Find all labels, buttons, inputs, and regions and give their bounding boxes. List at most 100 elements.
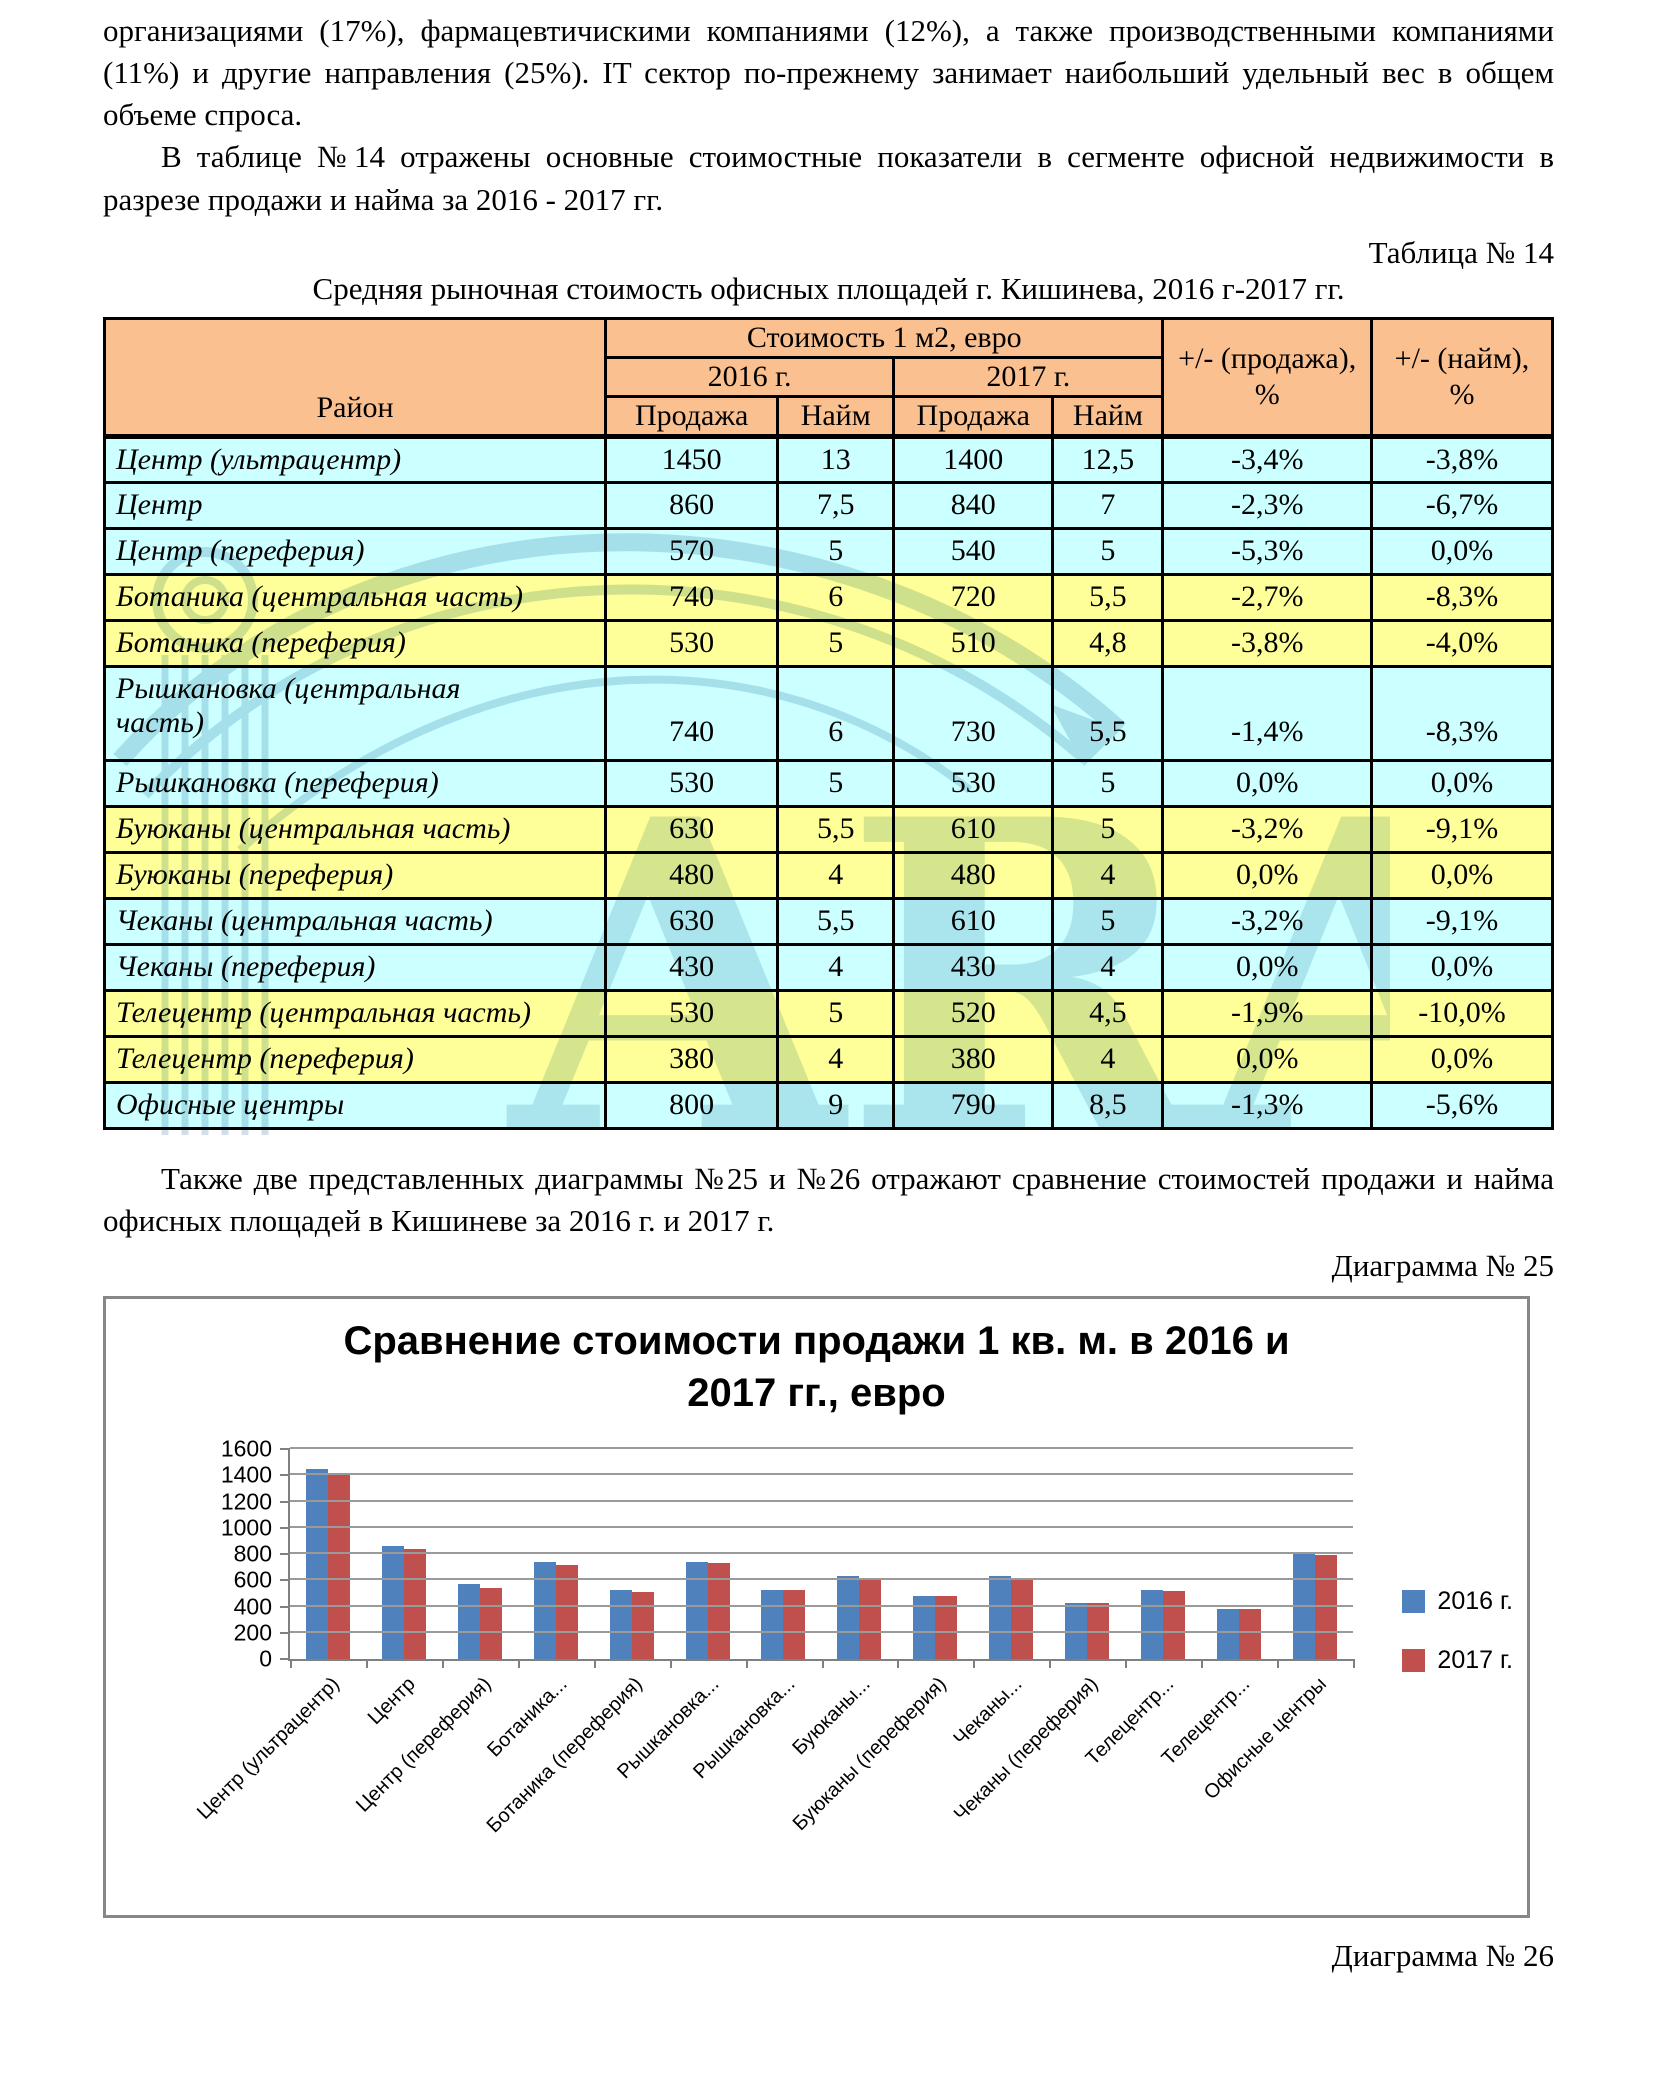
sale-2017-cell: 730 (892, 664, 1055, 762)
delta-rent-cell: -5,6% (1369, 1080, 1555, 1130)
bar-2017г. (707, 1563, 730, 1660)
district-cell: Буюканы (центральная часть) (102, 804, 608, 854)
delta-rent-cell: 0,0% (1369, 850, 1555, 900)
x-axis-tick (365, 1659, 368, 1669)
legend-swatch-icon (1402, 1590, 1426, 1614)
delta-sale-cell: -3,2% (1161, 896, 1373, 946)
y-axis-tick (280, 1631, 290, 1634)
office-prices-table: Район Стоимость 1 м2, евро +/- (продажа)… (102, 316, 1555, 1130)
chart-legend: 2016 г. 2017 г. (1402, 1587, 1513, 1675)
x-axis-tick (745, 1659, 748, 1669)
sale-2017-cell: 510 (892, 618, 1055, 668)
header-year-2016: 2016 г. (604, 355, 896, 398)
sale-2016-cell: 570 (604, 526, 780, 576)
x-axis-label: Чеканы... (949, 1673, 1027, 1751)
bar-2016г. (457, 1584, 480, 1660)
sale-2017-cell: 1400 (892, 434, 1055, 484)
bar-groups (290, 1449, 1353, 1660)
sale-2017-cell: 540 (892, 526, 1055, 576)
delta-rent-cell: -8,3% (1369, 664, 1555, 762)
delta-rent-cell: 0,0% (1369, 526, 1555, 576)
sale-2017-cell: 840 (892, 480, 1055, 530)
bar-group (1049, 1449, 1125, 1660)
delta-rent-cell: -4,0% (1369, 618, 1555, 668)
rent-2016-cell: 6 (776, 664, 896, 762)
district-cell: Центр (102, 480, 608, 530)
header-cost-group: Стоимость 1 м2, евро (604, 316, 1165, 359)
gridline (290, 1630, 1353, 1633)
header-delta-rent: +/- (найм), % (1369, 316, 1555, 438)
rent-2017-cell: 7 (1051, 480, 1165, 530)
bar-2016г. (305, 1468, 328, 1660)
sale-2016-cell: 740 (604, 572, 780, 622)
y-axis-label: 1400 (220, 1461, 272, 1488)
header-year-2017: 2017 г. (892, 355, 1165, 398)
y-axis-tick (280, 1448, 290, 1451)
bar-2017г. (1314, 1555, 1337, 1660)
rent-2016-cell: 13 (776, 434, 896, 484)
district-cell: Чеканы (центральная часть) (102, 896, 608, 946)
paragraph-table-intro: В таблице №14 отражены основные стоимост… (103, 139, 1554, 217)
delta-rent-cell: -9,1% (1369, 896, 1555, 946)
district-cell: Телецентр (центральная часть) (102, 988, 608, 1038)
bar-2017г. (935, 1596, 958, 1660)
delta-rent-cell: 0,0% (1369, 942, 1555, 992)
rent-2016-cell: 5 (776, 758, 896, 808)
bar-group (594, 1449, 670, 1660)
rent-2016-cell: 4 (776, 942, 896, 992)
legend-label: 2017 г. (1437, 1646, 1513, 1675)
bar-group (442, 1449, 518, 1660)
table-row: Центр (переферия) 570 5 540 5 -5,3% 0,0% (102, 526, 1555, 576)
bar-2017г. (783, 1589, 806, 1660)
rent-2016-cell: 5 (776, 526, 896, 576)
bar-group (366, 1449, 442, 1660)
x-axis-label: Буюканы (переферия) (788, 1673, 951, 1836)
y-axis-tick (280, 1526, 290, 1529)
rent-2017-cell: 12,5 (1051, 434, 1165, 484)
delta-rent-cell: -10,0% (1369, 988, 1555, 1038)
table-row: Ботаника (переферия) 530 5 510 4,8 -3,8% -4,0% (102, 618, 1555, 668)
district-cell: Ботаника (центральная часть) (102, 572, 608, 622)
delta-rent-cell: -3,8% (1369, 434, 1555, 484)
delta-sale-cell: -5,3% (1161, 526, 1373, 576)
rent-2016-cell: 4 (776, 1034, 896, 1084)
diagram-26-caption: Диаграмма № 26 (1331, 1938, 1554, 1974)
x-axis-label: Центр (переферия) (351, 1673, 496, 1817)
y-axis-tick (280, 1579, 290, 1582)
x-axis-tick (1277, 1659, 1280, 1669)
y-axis-label: 200 (233, 1619, 272, 1646)
table-row: Рышкановка (центральная часть) 740 6 730 5,5… (102, 664, 1555, 762)
district-cell: Центр (ультрацентр) (102, 434, 608, 484)
delta-rent-cell: 0,0% (1369, 1034, 1555, 1084)
delta-rent-cell: -8,3% (1369, 572, 1555, 622)
gridline (290, 1552, 1353, 1555)
delta-sale-cell: -1,3% (1161, 1080, 1373, 1130)
table-row: Буюканы (центральная часть) 630 5,5 610 5 -3,… (102, 804, 1555, 854)
x-axis-tick (1125, 1659, 1128, 1669)
district-cell: Центр (переферия) (102, 526, 608, 576)
header-district: Район (102, 316, 608, 438)
sale-price-comparison-chart: Сравнение стоимости продажи 1 кв. м. в 2… (103, 1296, 1530, 1919)
district-cell: Ботаника (переферия) (102, 618, 608, 668)
y-axis-label: 1600 (220, 1435, 272, 1462)
district-cell: Офисные центры (102, 1080, 608, 1130)
y-axis-label: 0 (259, 1645, 272, 1672)
diagram-25-caption: Диаграмма № 25 (1331, 1248, 1554, 1284)
delta-rent-cell: -9,1% (1369, 804, 1555, 854)
gridline (290, 1578, 1353, 1581)
rent-2017-cell: 4,8 (1051, 618, 1165, 668)
rent-2017-cell: 5 (1051, 896, 1165, 946)
x-axis-label: Чеканы (переферия) (950, 1673, 1103, 1826)
header-sale-2017: Продажа (892, 394, 1055, 438)
x-axis-tick (897, 1659, 900, 1669)
x-axis-tick (973, 1659, 976, 1669)
bar-2017г. (479, 1588, 502, 1660)
y-axis-label: 800 (233, 1540, 272, 1567)
delta-sale-cell: 0,0% (1161, 942, 1373, 992)
chart-title: Сравнение стоимости продажи 1 кв. м. в 2… (343, 1319, 1290, 1416)
rent-2017-cell: 4 (1051, 1034, 1165, 1084)
table-row: Рышкановка (переферия) 530 5 530 5 0,0% 0,0% (102, 758, 1555, 808)
rent-2017-cell: 4 (1051, 850, 1165, 900)
bar-group (1277, 1449, 1353, 1660)
bar-2016г. (685, 1561, 708, 1660)
